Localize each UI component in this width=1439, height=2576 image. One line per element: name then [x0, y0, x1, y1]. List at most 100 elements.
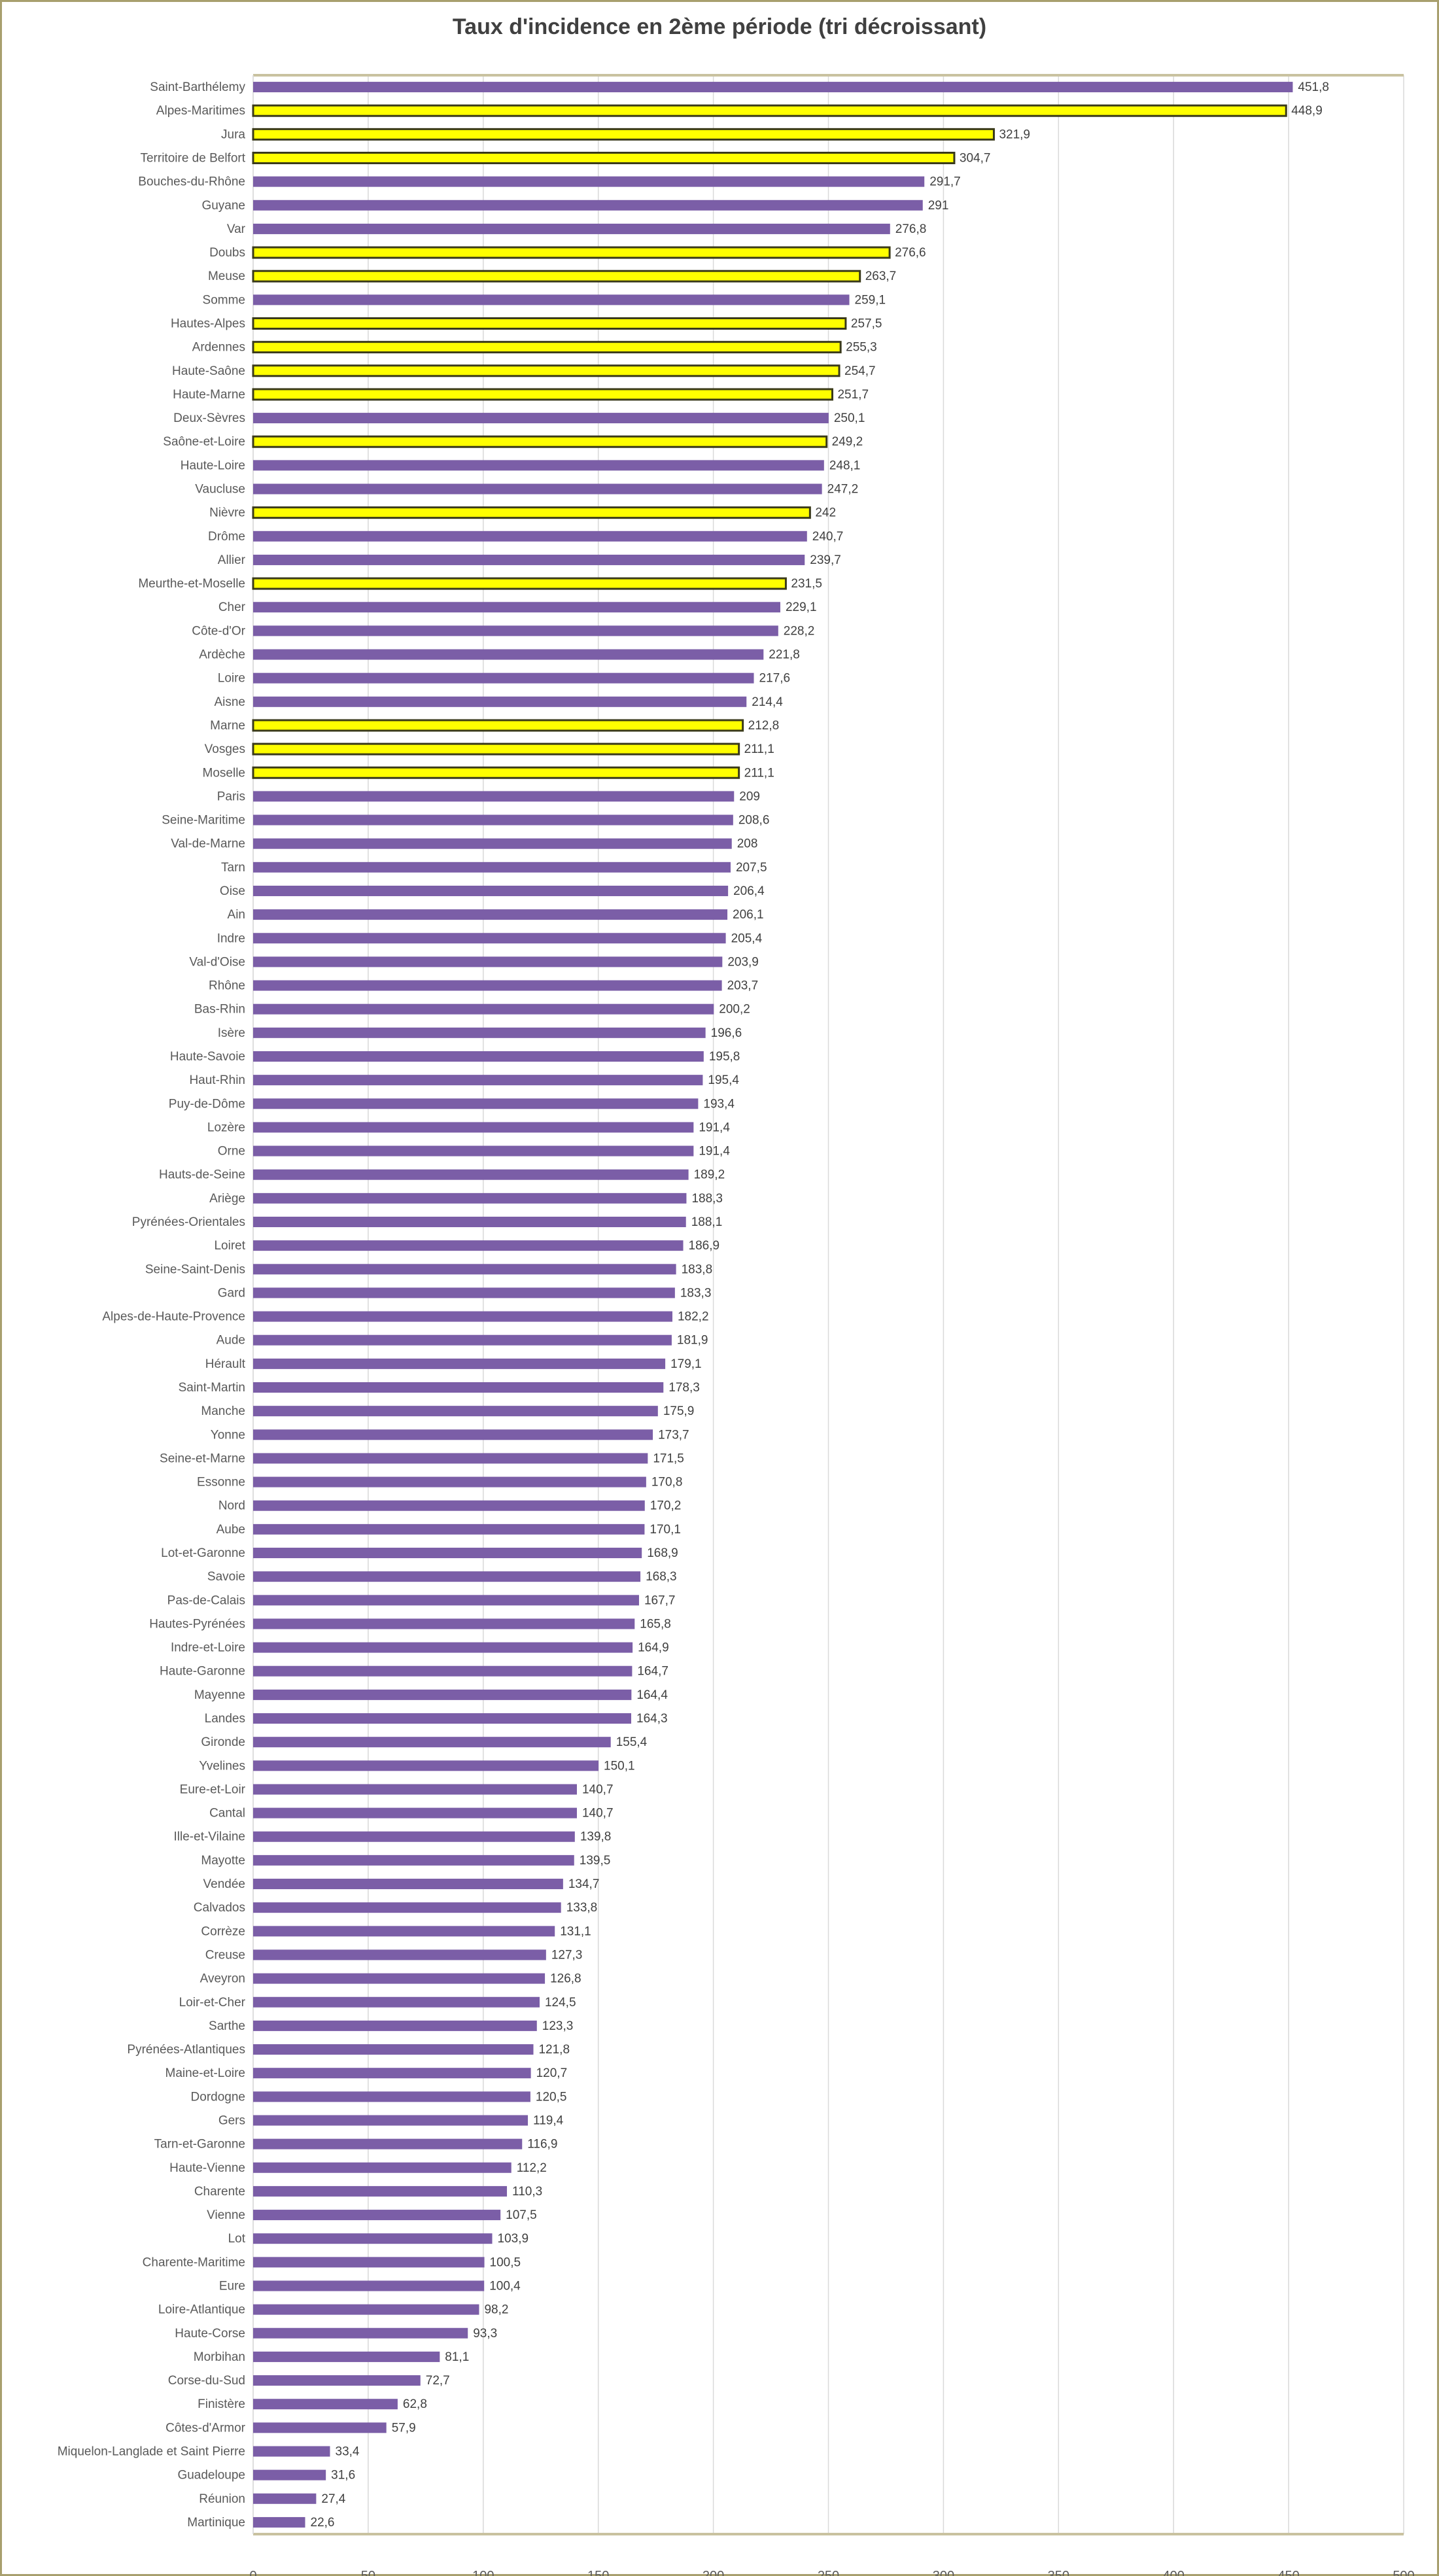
category-label: Mayotte	[201, 1854, 245, 1868]
bar	[253, 696, 747, 707]
x-tick-label: 200	[702, 2569, 724, 2576]
category-label: Vosges	[205, 742, 245, 756]
category-label: Haut-Rhin	[189, 1073, 245, 1087]
data-label: 203,7	[727, 979, 759, 993]
bar	[253, 1240, 684, 1251]
bar	[253, 531, 807, 542]
data-label: 98,2	[484, 2303, 508, 2317]
data-label: 121,8	[538, 2043, 570, 2057]
bar	[253, 1334, 672, 1346]
data-label: 100,5	[490, 2255, 521, 2269]
bar	[253, 483, 822, 495]
data-label: 191,4	[699, 1121, 730, 1134]
x-tick-label: 300	[933, 2569, 954, 2576]
category-label: Meurthe-et-Moselle	[138, 577, 245, 591]
bar	[253, 862, 731, 873]
category-label: Haute-Saône	[172, 364, 245, 378]
category-label: Alpes-Maritimes	[156, 104, 245, 118]
category-label: Eure-et-Loir	[180, 1783, 246, 1796]
data-label: 255,3	[846, 341, 877, 355]
bar	[253, 1406, 658, 1417]
data-label: 195,8	[709, 1050, 740, 1064]
bar	[253, 1429, 653, 1440]
data-label: 116,9	[527, 2138, 557, 2151]
x-tick-label: 350	[1048, 2569, 1069, 2576]
data-label: 321,9	[999, 128, 1030, 141]
category-label: Puy-de-Dôme	[169, 1097, 245, 1111]
category-label: Manche	[201, 1404, 245, 1418]
bar	[253, 1689, 632, 1700]
category-label: Paris	[217, 790, 245, 803]
category-label: Lot	[228, 2232, 246, 2246]
category-label: Allier	[218, 553, 246, 567]
data-label: 182,2	[678, 1310, 709, 1324]
data-label: 173,7	[658, 1428, 689, 1442]
category-label: Somme	[203, 293, 245, 307]
data-label: 123,3	[542, 2019, 574, 2033]
bar	[253, 2375, 421, 2386]
category-label: Essonne	[197, 1476, 245, 1489]
category-label: Ardèche	[199, 648, 245, 662]
bar	[253, 1548, 642, 1559]
data-label: 107,5	[506, 2208, 537, 2222]
bar	[253, 1453, 648, 1464]
data-label: 240,7	[812, 530, 844, 544]
category-label: Gers	[218, 2114, 245, 2127]
data-label: 171,5	[653, 1452, 684, 1465]
bar	[253, 956, 723, 967]
bar	[253, 554, 805, 565]
category-label: Gironde	[201, 1735, 245, 1749]
data-label: 110,3	[512, 2185, 542, 2199]
category-label: Indre	[217, 931, 245, 945]
bar	[253, 814, 733, 826]
category-label: Haute-Savoie	[170, 1050, 245, 1064]
data-label: 62,8	[403, 2397, 427, 2411]
category-label: Alpes-de-Haute-Provence	[102, 1310, 245, 1324]
category-label: Calvados	[194, 1901, 245, 1915]
bar	[253, 2446, 330, 2457]
bar	[253, 602, 780, 613]
data-label: 164,9	[638, 1641, 669, 1655]
category-label: Creuse	[205, 1948, 245, 1962]
category-label: Ain	[228, 908, 245, 922]
data-label: 133,8	[566, 1901, 598, 1915]
data-label: 304,7	[960, 152, 991, 165]
category-label: Réunion	[199, 2492, 245, 2506]
bar	[253, 1264, 676, 1275]
data-label: 206,4	[733, 884, 765, 898]
x-tick-label: 150	[587, 2569, 609, 2576]
category-label: Tarn	[221, 861, 245, 875]
bar	[253, 2091, 530, 2102]
data-label: 209	[739, 790, 760, 803]
bar	[253, 1382, 664, 1393]
category-label: Cher	[218, 600, 246, 614]
category-label: Pyrénées-Orientales	[132, 1215, 245, 1229]
data-label: 168,3	[646, 1570, 677, 1584]
category-label: Seine-et-Marne	[160, 1452, 245, 1465]
category-label: Cantal	[209, 1807, 245, 1820]
bar	[253, 2469, 326, 2480]
bar	[253, 1973, 546, 1984]
bar	[253, 460, 824, 471]
data-label: 212,8	[748, 719, 780, 733]
bar	[253, 413, 829, 424]
category-label: Corrèze	[201, 1924, 245, 1938]
bar	[253, 933, 726, 944]
category-label: Vienne	[207, 2208, 245, 2222]
bar	[252, 388, 833, 401]
data-label: 31,6	[331, 2469, 355, 2482]
data-label: 196,6	[711, 1026, 742, 1040]
data-label: 183,3	[680, 1286, 712, 1300]
data-label: 131,1	[560, 1924, 591, 1938]
bar	[253, 1760, 599, 1771]
bar	[253, 1476, 646, 1488]
data-label: 93,3	[473, 2327, 497, 2341]
data-label: 206,1	[733, 908, 764, 922]
category-label: Haute-Vienne	[169, 2161, 245, 2175]
data-label: 189,2	[694, 1168, 725, 1182]
category-label: Bas-Rhin	[194, 1003, 245, 1017]
category-label: Aude	[217, 1334, 245, 1348]
category-label: Pas-de-Calais	[167, 1593, 245, 1607]
data-label: 120,5	[536, 2090, 567, 2104]
